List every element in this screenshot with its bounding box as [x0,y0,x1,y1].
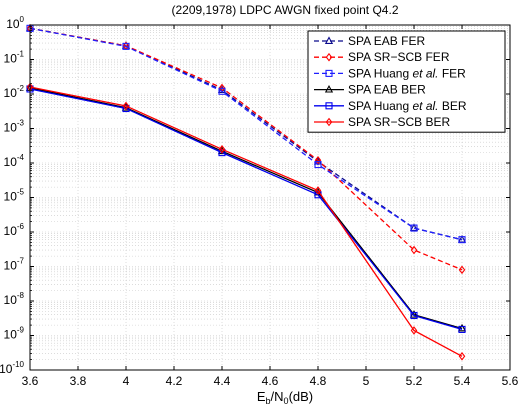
legend-entry: SPA SR−SCB FER [314,50,450,64]
legend-label: SPA SR−SCB BER [348,115,450,129]
legend: SPA EAB FER SPA SR−SCB FER SPA Huang et al… [307,30,506,133]
y-tick-label: 10-8 [4,291,25,307]
data-point-square [325,69,333,77]
data-point-diamond [325,117,333,127]
data-point-triangle [324,84,334,93]
x-tick-label: 5 [363,374,370,388]
y-tick-label: 10-4 [4,153,25,169]
data-point-square [410,311,418,320]
x-tick-label: 4.6 [262,374,279,388]
data-point-diamond [410,245,418,255]
data-point-diamond [122,101,130,111]
data-point-triangle [324,36,334,44]
x-tick-label: 3.6 [22,374,39,388]
chart-title: (2209,1978) LDPC AWGN fixed point Q4.2 [171,3,398,17]
data-point-square [410,224,418,232]
legend-label: SPA SR−SCB FER [348,50,450,64]
y-tick-label: 10-7 [4,257,25,273]
legend-label: SPA Huang et al. FER [348,66,466,80]
y-tick-label: 10-5 [4,188,25,204]
data-point-triangle [409,223,419,232]
series-line [29,87,463,330]
y-tick-label: 10-2 [4,84,25,100]
series-line [29,27,463,241]
y-tick-label: 10-1 [4,50,25,66]
legend-entry: SPA Huang et al. FER [314,66,466,80]
y-tick-label: 10-10 [0,360,25,376]
data-point-diamond [458,351,466,361]
series-line [29,86,463,357]
y-tick-label: 100 [6,15,24,31]
legend-entry: SPA EAB FER [314,34,425,48]
x-tick-label: 5.6 [502,374,519,388]
y-tick-label: 10-9 [4,326,25,342]
data-point-square [458,325,466,333]
x-tick-label: 4.2 [166,374,183,388]
legend-entry: SPA Huang et al. BER [314,99,467,113]
legend-label: SPA EAB BER [348,83,426,97]
series-line [29,88,463,331]
data-point-diamond [325,52,333,62]
data-point-triangle [457,323,467,332]
legend-label: SPA Huang et al. BER [348,99,467,113]
data-point-diamond [314,186,322,195]
data-point-diamond [218,144,226,154]
data-point-square [122,42,130,50]
legend-label: SPA EAB FER [348,34,425,48]
series-spa-sr-scb-ber [26,82,466,361]
legend-entry: SPA SR−SCB BER [314,115,450,129]
x-tick-label: 5.2 [406,374,423,388]
legend-box [307,30,506,133]
data-point-square [458,236,466,244]
data-point-square [314,161,322,169]
data-point-square [218,87,226,95]
y-tick-label: 10-6 [4,222,25,238]
x-tick-label: 4.8 [310,374,327,388]
x-tick-label: 4.4 [214,374,231,388]
data-point-diamond [458,265,466,275]
series-layer [25,23,467,361]
x-tick-label: 5.4 [454,374,471,388]
x-tick-label: 4 [123,374,130,388]
data-point-triangle [457,235,467,243]
x-tick-label: 3.8 [70,374,87,388]
x-axis-label: Eb/N0(dB) [257,389,313,406]
y-tick-label: 10-3 [4,119,25,135]
legend-entry: SPA EAB BER [314,83,426,97]
data-point-diamond [314,155,322,165]
data-point-square [325,102,333,110]
axes: 3.6 3.8 4 4.2 4.4 4.6 4.8 5 5.2 5.4 5.6 100 10-1 10-2… [0,15,519,388]
data-point-diamond [410,326,418,335]
